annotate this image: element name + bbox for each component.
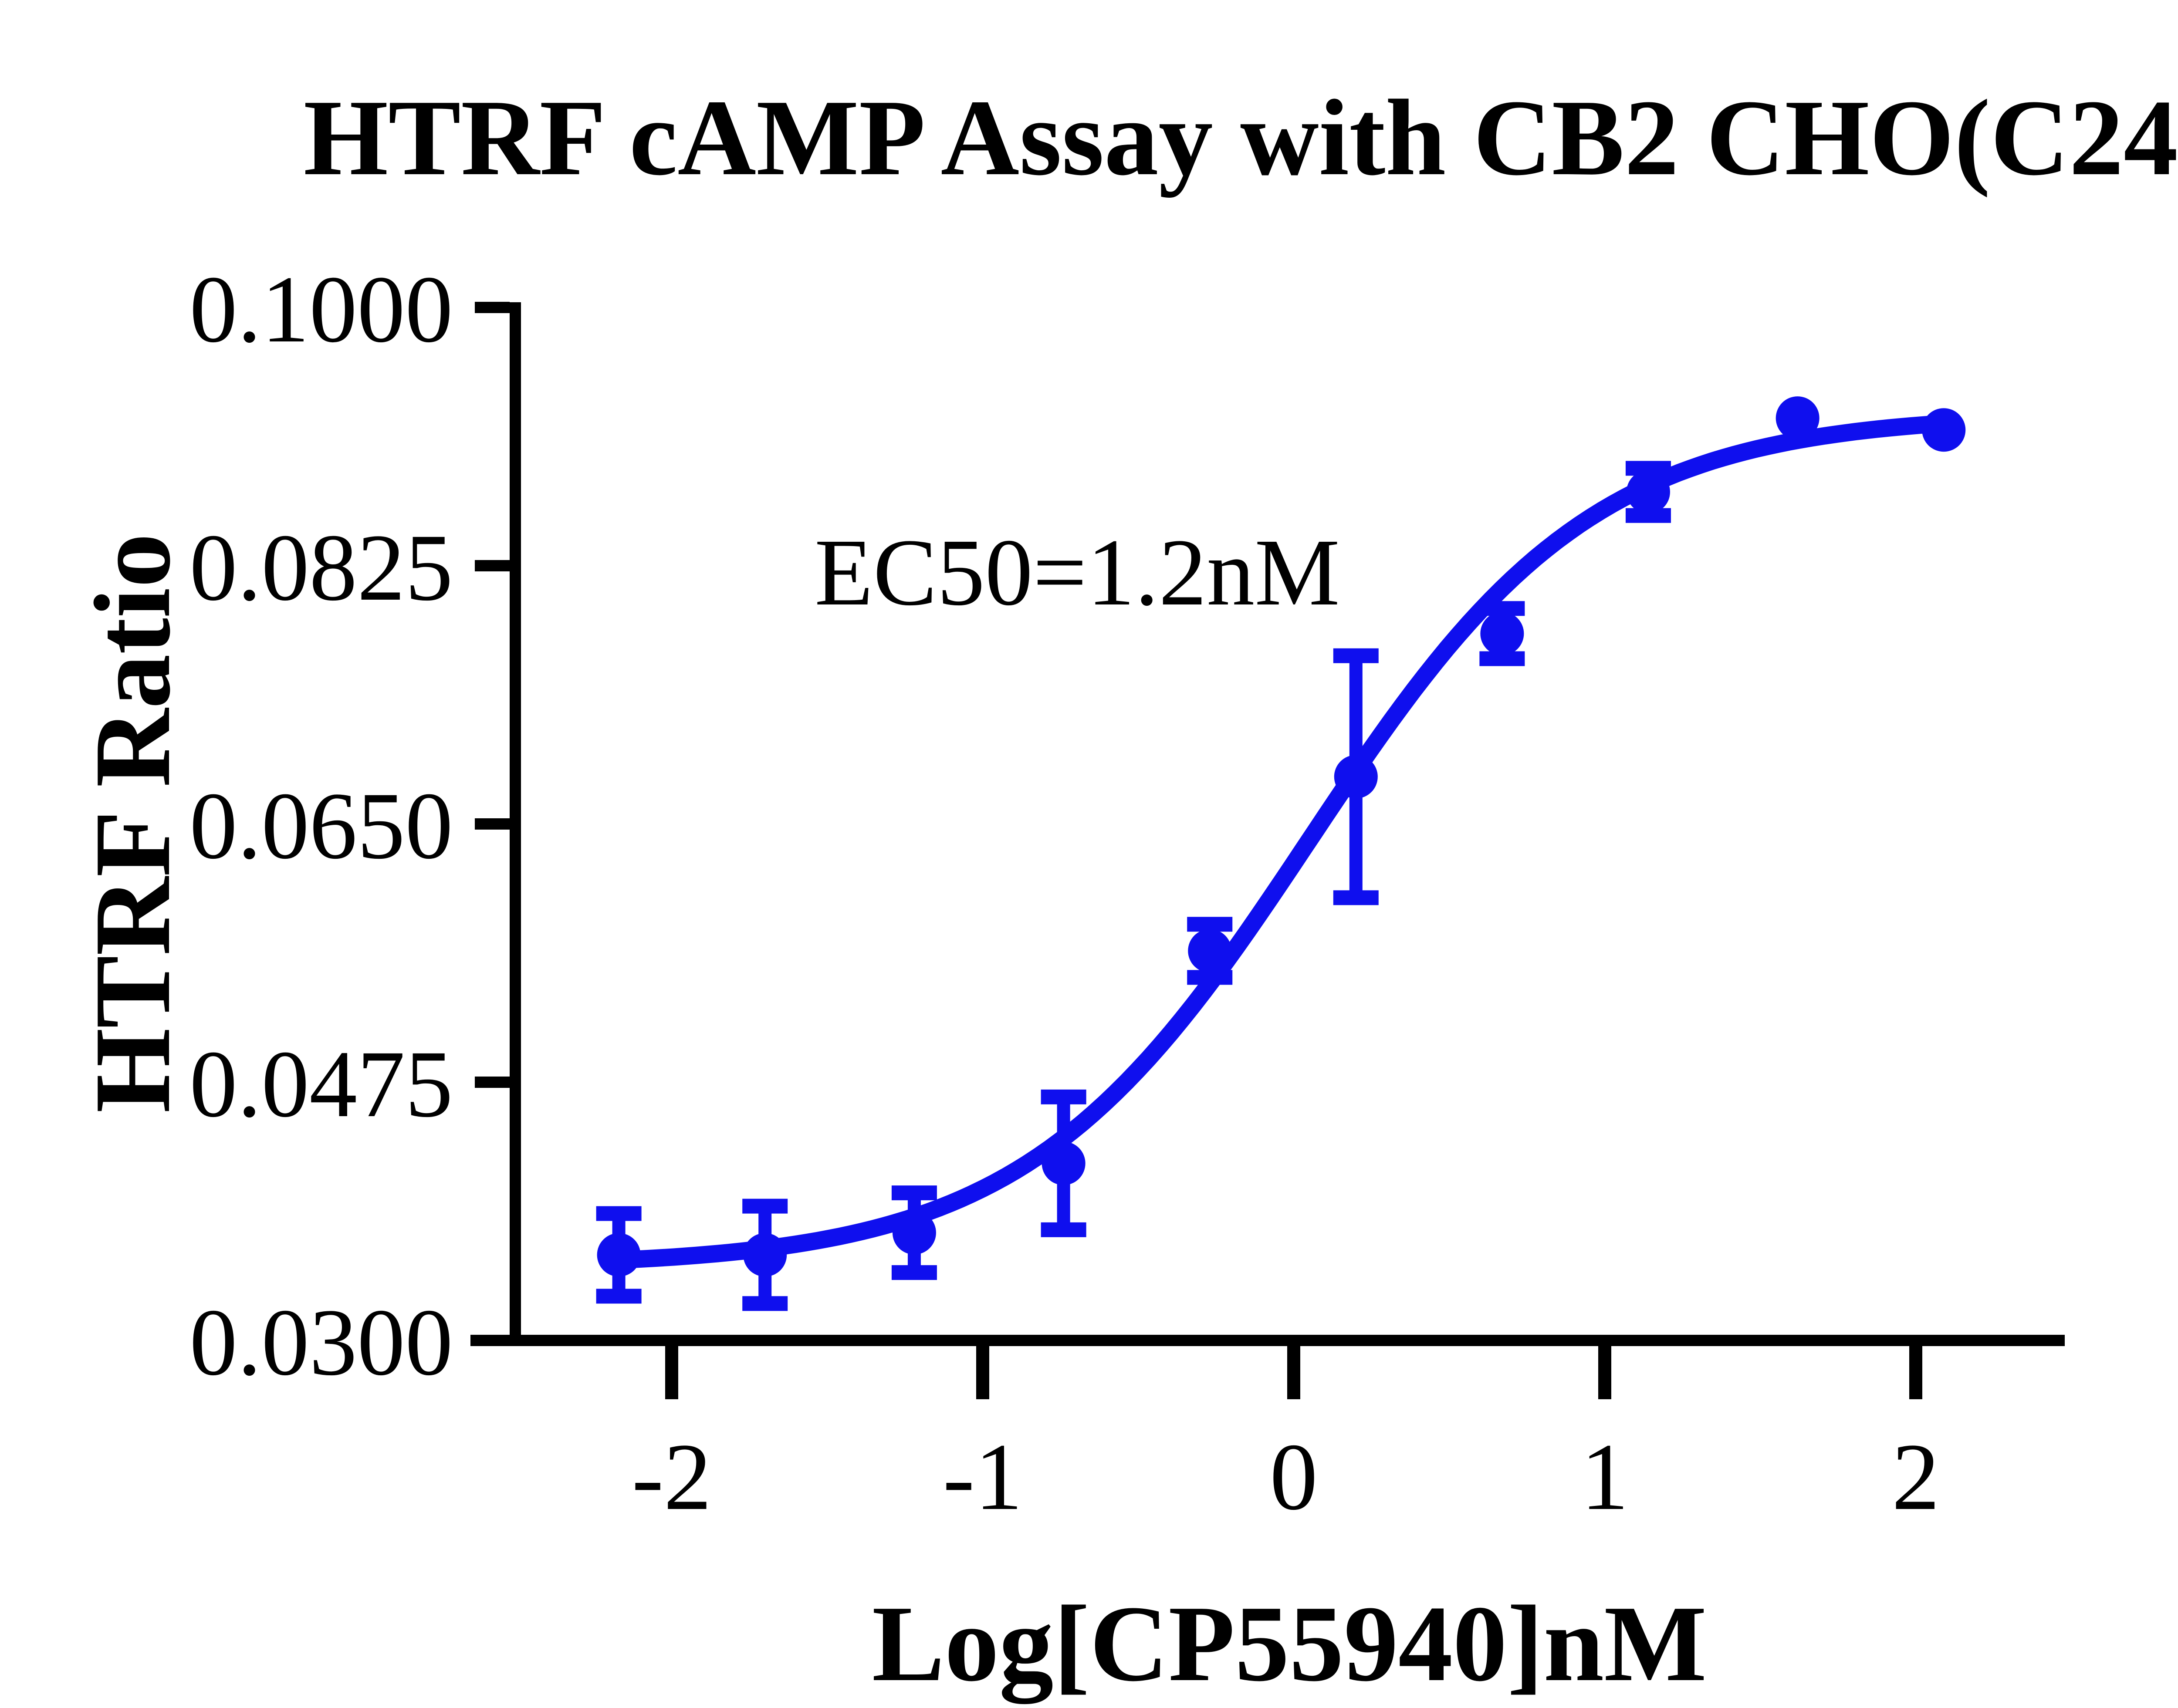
- x-tick-label: -2: [632, 1424, 711, 1530]
- data-point: [743, 1233, 787, 1277]
- data-point: [1922, 408, 1966, 452]
- chart-title: HTRF cAMP Assay with CB2 CHO(C24): [304, 78, 2178, 198]
- x-tick-label: 0: [1270, 1424, 1318, 1530]
- data-point: [1626, 470, 1670, 514]
- x-axis-ticks: -2 -1 0 1 2: [632, 1346, 1940, 1530]
- x-axis-title: Log[CP55940]nM: [872, 1583, 1707, 1704]
- ec50-annotation: EC50=1.2nM: [815, 519, 1340, 625]
- data-point: [1480, 611, 1524, 655]
- x-tick-label: -1: [943, 1424, 1022, 1530]
- data-point: [1776, 396, 1820, 440]
- data-point: [1334, 755, 1378, 799]
- x-tick-label: 2: [1892, 1424, 1940, 1530]
- y-tick-label: 0.1000: [189, 256, 453, 362]
- data-markers: [597, 396, 1966, 1277]
- y-axis-ticks: 0.0300 0.0475 0.0650 0.0825 0.1000: [189, 256, 510, 1395]
- y-axis-title: HTRF Ratio: [72, 533, 193, 1113]
- y-tick-label: 0.0650: [189, 773, 453, 879]
- x-tick-label: 1: [1581, 1424, 1629, 1530]
- data-point: [597, 1233, 641, 1277]
- data-point: [1042, 1141, 1086, 1185]
- data-point: [1188, 929, 1232, 973]
- fit-curve: [610, 415, 1953, 1269]
- y-tick-label: 0.0300: [189, 1289, 453, 1395]
- y-tick-label: 0.0475: [189, 1031, 453, 1137]
- data-point: [892, 1211, 936, 1255]
- y-tick-label: 0.0825: [189, 514, 453, 621]
